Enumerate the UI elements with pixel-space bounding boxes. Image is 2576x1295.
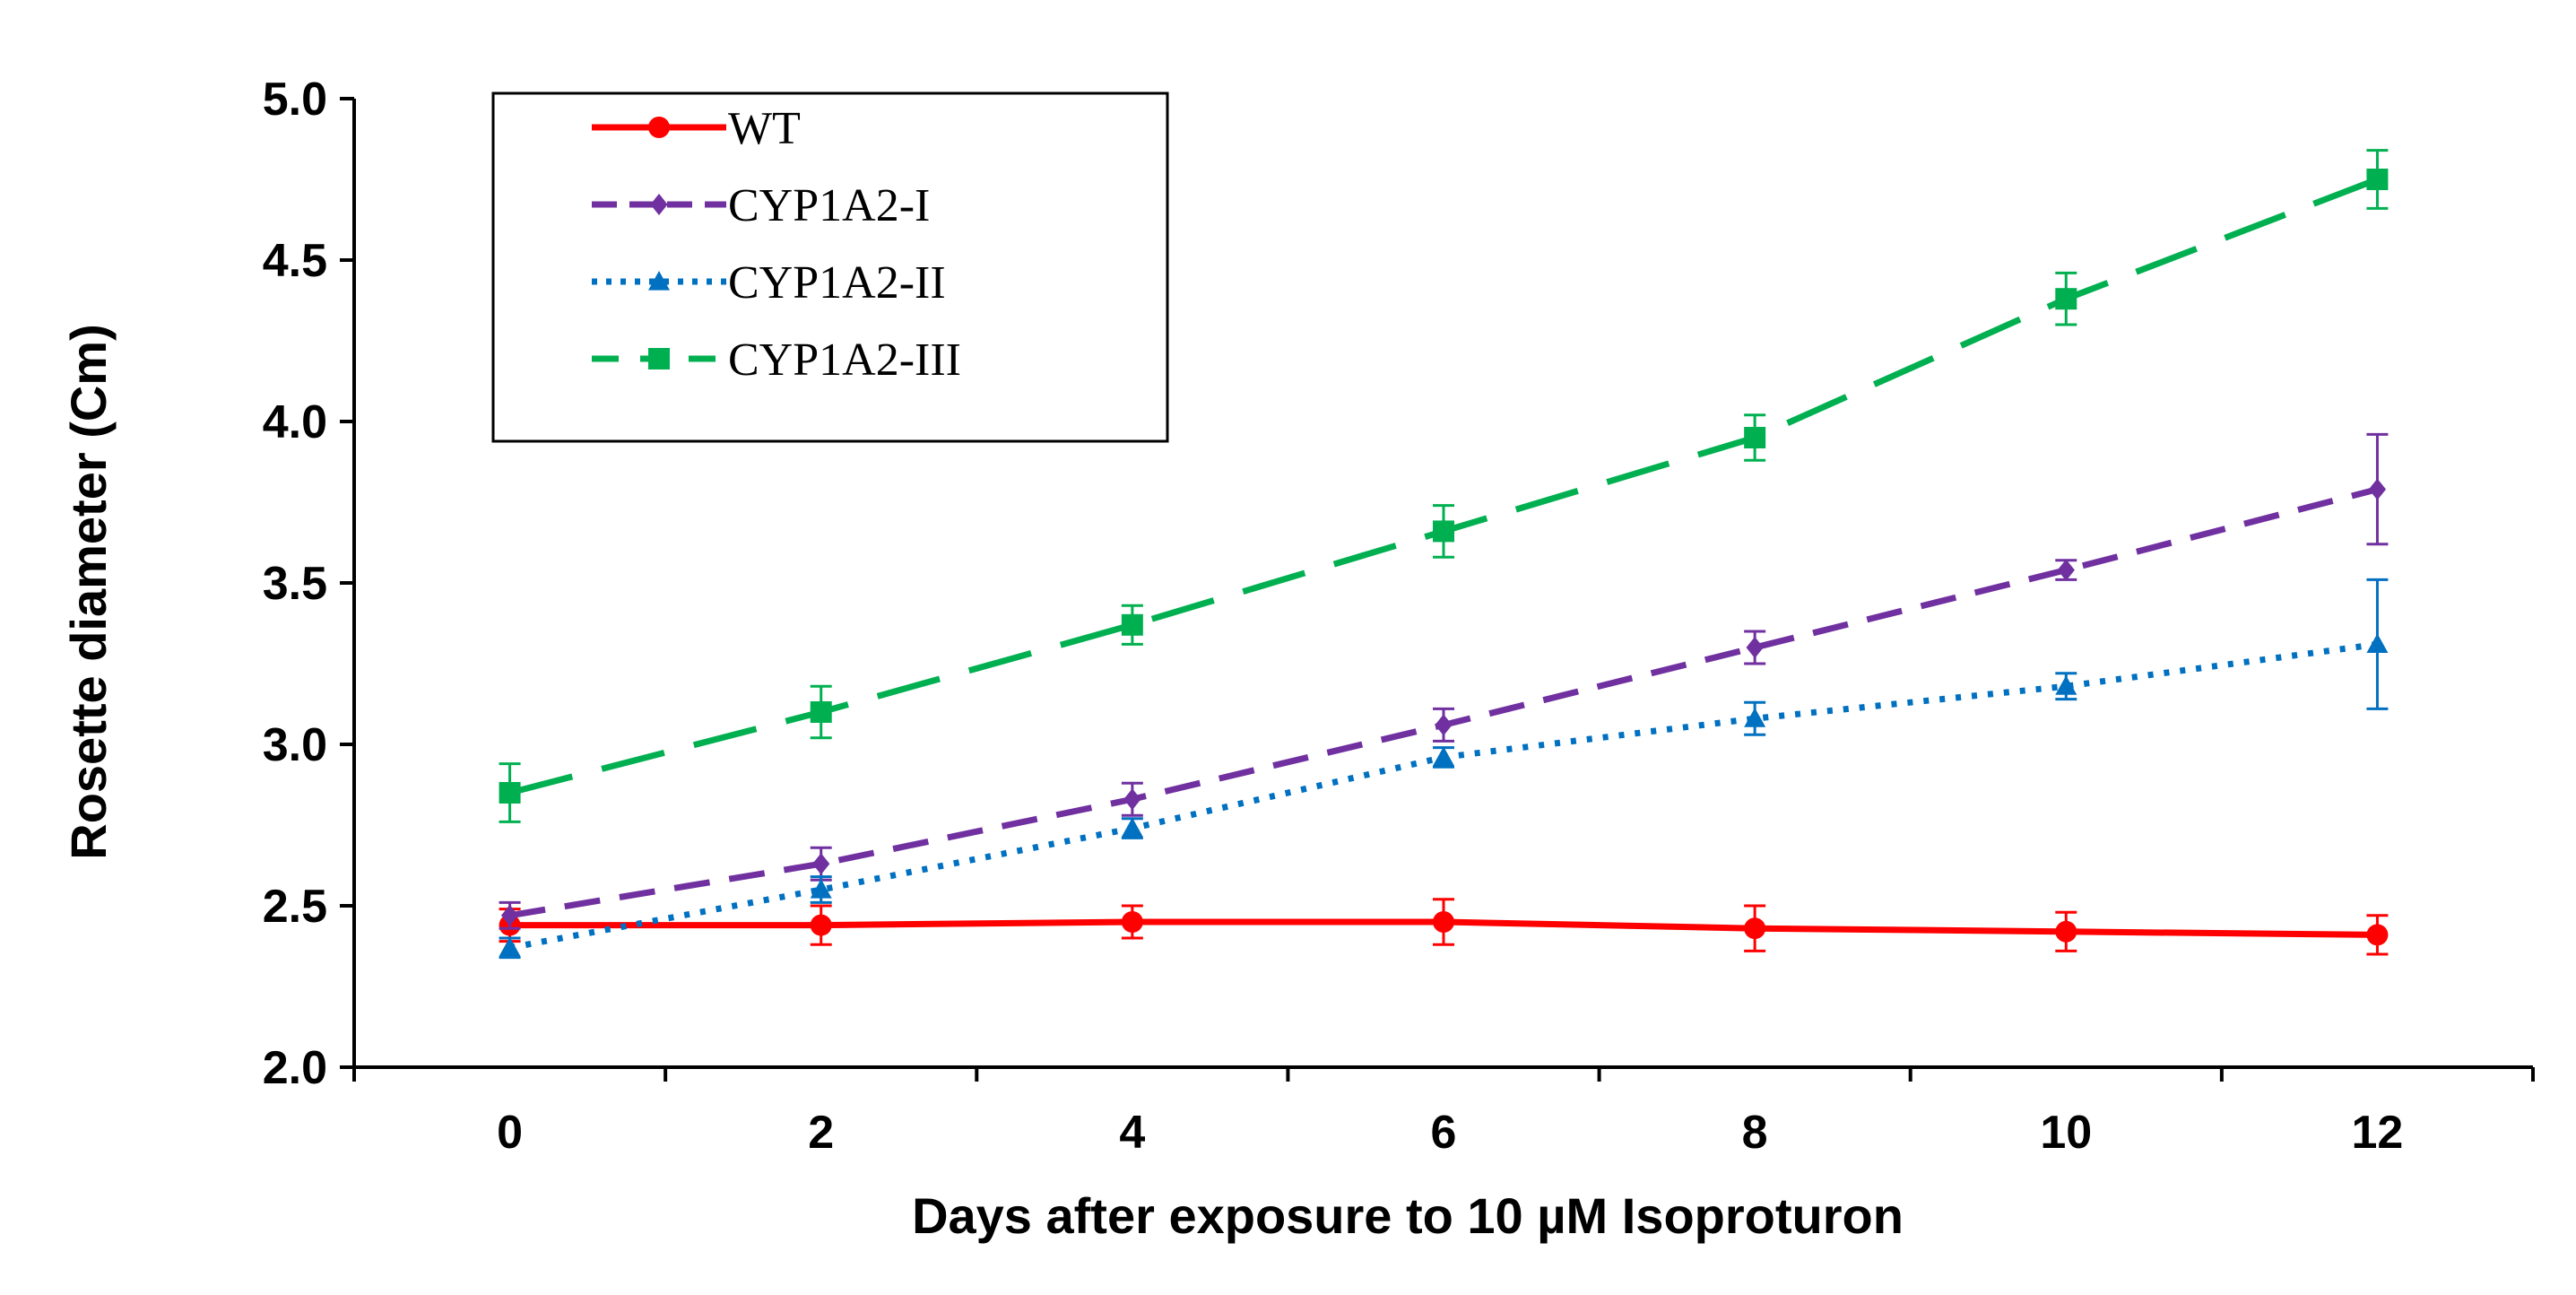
legend-label: CYP1A2-III xyxy=(728,335,961,386)
data-point xyxy=(2366,169,2389,190)
legend-label: CYP1A2-I xyxy=(728,180,930,231)
series-cyp1a2-iii xyxy=(499,149,2389,823)
data-point xyxy=(810,701,832,723)
legend-marker xyxy=(648,348,670,369)
data-point xyxy=(1433,911,1454,933)
legend-entry: CYP1A2-I xyxy=(592,180,930,231)
data-series xyxy=(499,149,2389,960)
data-point xyxy=(1433,520,1454,543)
y-tick-label: 2.0 xyxy=(263,1042,327,1094)
y-axis-title: Rosette diameter (Cm) xyxy=(60,324,117,859)
x-tick-label: 8 xyxy=(1742,1107,1768,1159)
data-point xyxy=(810,914,832,936)
y-tick-label: 5.0 xyxy=(263,74,327,126)
legend-box xyxy=(491,91,1169,443)
y-tick-label: 4.5 xyxy=(263,235,327,287)
data-point xyxy=(1121,817,1143,838)
y-tick-label: 2.5 xyxy=(263,881,327,933)
series-cyp1a2-i xyxy=(499,432,2389,930)
legend-label: CYP1A2-II xyxy=(728,257,946,309)
data-point xyxy=(1746,637,1764,658)
x-tick-label: 2 xyxy=(808,1107,834,1159)
legend-label: WT xyxy=(728,103,801,154)
data-point xyxy=(1435,714,1453,736)
y-tick-label: 4.0 xyxy=(263,396,327,448)
x-tick-label: 6 xyxy=(1431,1107,1457,1159)
data-point xyxy=(499,936,521,957)
data-point xyxy=(1433,746,1454,766)
data-point xyxy=(2057,559,2075,581)
series-wt xyxy=(499,898,2389,956)
y-tick-label: 3.0 xyxy=(263,719,327,771)
data-point xyxy=(1121,911,1143,933)
legend-entry: CYP1A2-III xyxy=(592,335,961,386)
data-point xyxy=(499,782,521,804)
axis-ticks: 2.0 2.5 3.0 3.5 4.0 4.5 5.0 0 2 4 6 8 10 12 xyxy=(263,74,2535,1159)
data-point xyxy=(2366,633,2389,653)
x-tick-label: 12 xyxy=(2352,1107,2404,1159)
legend-marker xyxy=(648,271,670,291)
data-point xyxy=(2055,920,2077,943)
data-point xyxy=(2368,478,2387,500)
data-point xyxy=(810,879,832,899)
x-axis-title: Days after exposure to 10 µM Isoproturon xyxy=(912,1187,1904,1244)
legend-marker xyxy=(650,194,668,215)
data-point xyxy=(1123,788,1141,811)
legend-entry: CYP1A2-II xyxy=(592,257,946,309)
x-tick-label: 4 xyxy=(1119,1107,1145,1159)
data-point xyxy=(2366,924,2389,946)
data-point xyxy=(1744,917,1766,940)
data-point xyxy=(2055,288,2077,310)
x-tick-label: 0 xyxy=(497,1107,523,1159)
legend-marker xyxy=(648,117,670,138)
y-tick-label: 3.5 xyxy=(263,558,327,610)
data-point xyxy=(2055,675,2077,695)
series-cyp1a2-ii xyxy=(499,578,2389,960)
data-point xyxy=(1744,708,1766,727)
x-tick-label: 10 xyxy=(2040,1107,2092,1159)
legend: WT CYP1A2-I CYP1A2-II CYP1A2-III xyxy=(491,91,1169,443)
data-point xyxy=(1744,427,1766,448)
data-point xyxy=(812,853,830,875)
legend-entry: WT xyxy=(592,103,801,154)
data-point xyxy=(500,904,519,926)
data-point xyxy=(1121,613,1143,636)
